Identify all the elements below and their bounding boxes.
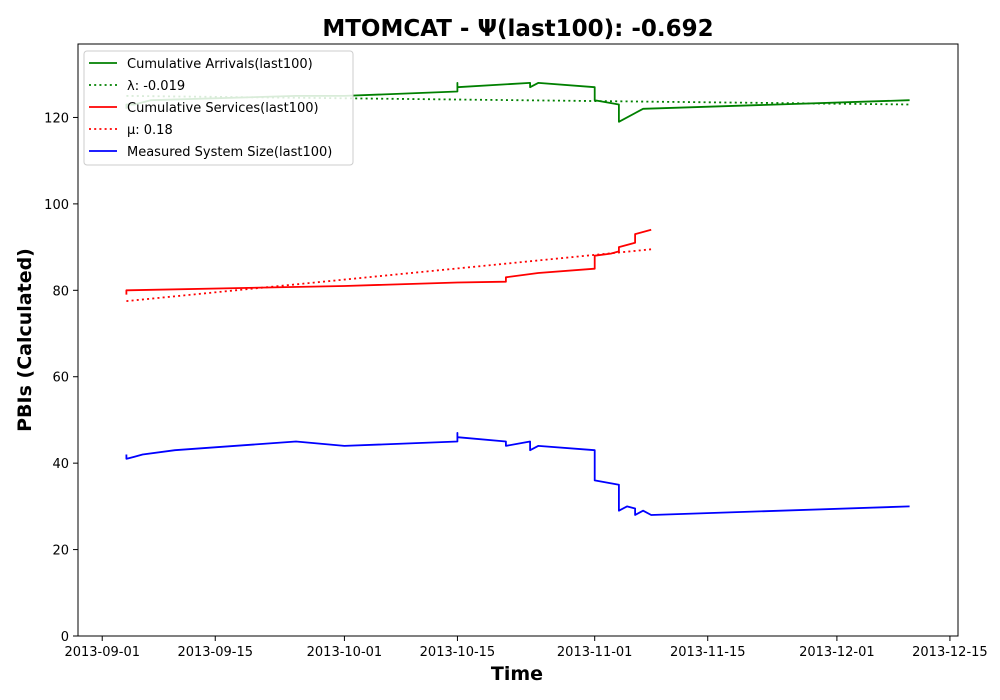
y-tick-label-2: 40 bbox=[52, 457, 69, 472]
series-line-4 bbox=[125, 431, 910, 516]
y-axis: 0 20 40 60 80 100 120 bbox=[44, 111, 78, 645]
legend: Cumulative Arrivals(last100) λ: -0.019 Cum… bbox=[83, 50, 354, 166]
legend-box bbox=[83, 50, 354, 166]
y-tick-label-4: 80 bbox=[52, 284, 69, 299]
x-tick-label-2: 2013-10-01 bbox=[307, 645, 383, 660]
x-axis: 2013-09-01 2013-09-15 2013-10-01 2013-10-15… bbox=[64, 636, 988, 660]
legend-label-3: μ: 0.18 bbox=[127, 123, 173, 138]
y-tick-label-6: 120 bbox=[44, 111, 69, 126]
legend-label-2: Cumulative Services(last100) bbox=[127, 101, 319, 116]
legend-label-0: Cumulative Arrivals(last100) bbox=[127, 57, 313, 72]
y-tick-label-3: 60 bbox=[52, 371, 69, 386]
series-line-2 bbox=[125, 228, 652, 295]
legend-label-4: Measured System Size(last100) bbox=[127, 145, 332, 160]
x-axis-label: Time bbox=[491, 663, 543, 685]
y-tick-label-1: 20 bbox=[52, 544, 69, 559]
x-tick-label-6: 2013-12-01 bbox=[799, 645, 875, 660]
x-tick-label-3: 2013-10-15 bbox=[420, 645, 496, 660]
x-tick-label-0: 2013-09-01 bbox=[64, 645, 140, 660]
plot-frame bbox=[77, 43, 959, 637]
x-tick-label-5: 2013-11-15 bbox=[670, 645, 746, 660]
x-tick-label-4: 2013-11-01 bbox=[557, 645, 633, 660]
chart-title: MTOMCAT - Ψ(last100): -0.692 bbox=[322, 16, 713, 42]
x-tick-label-7: 2013-12-15 bbox=[912, 645, 988, 660]
x-tick-label-1: 2013-09-15 bbox=[177, 645, 253, 660]
y-tick-label-0: 0 bbox=[61, 630, 69, 645]
y-axis-label: PBIs (Calculated) bbox=[14, 248, 36, 432]
legend-label-1: λ: -0.019 bbox=[127, 79, 185, 94]
y-tick-label-5: 100 bbox=[44, 198, 69, 213]
